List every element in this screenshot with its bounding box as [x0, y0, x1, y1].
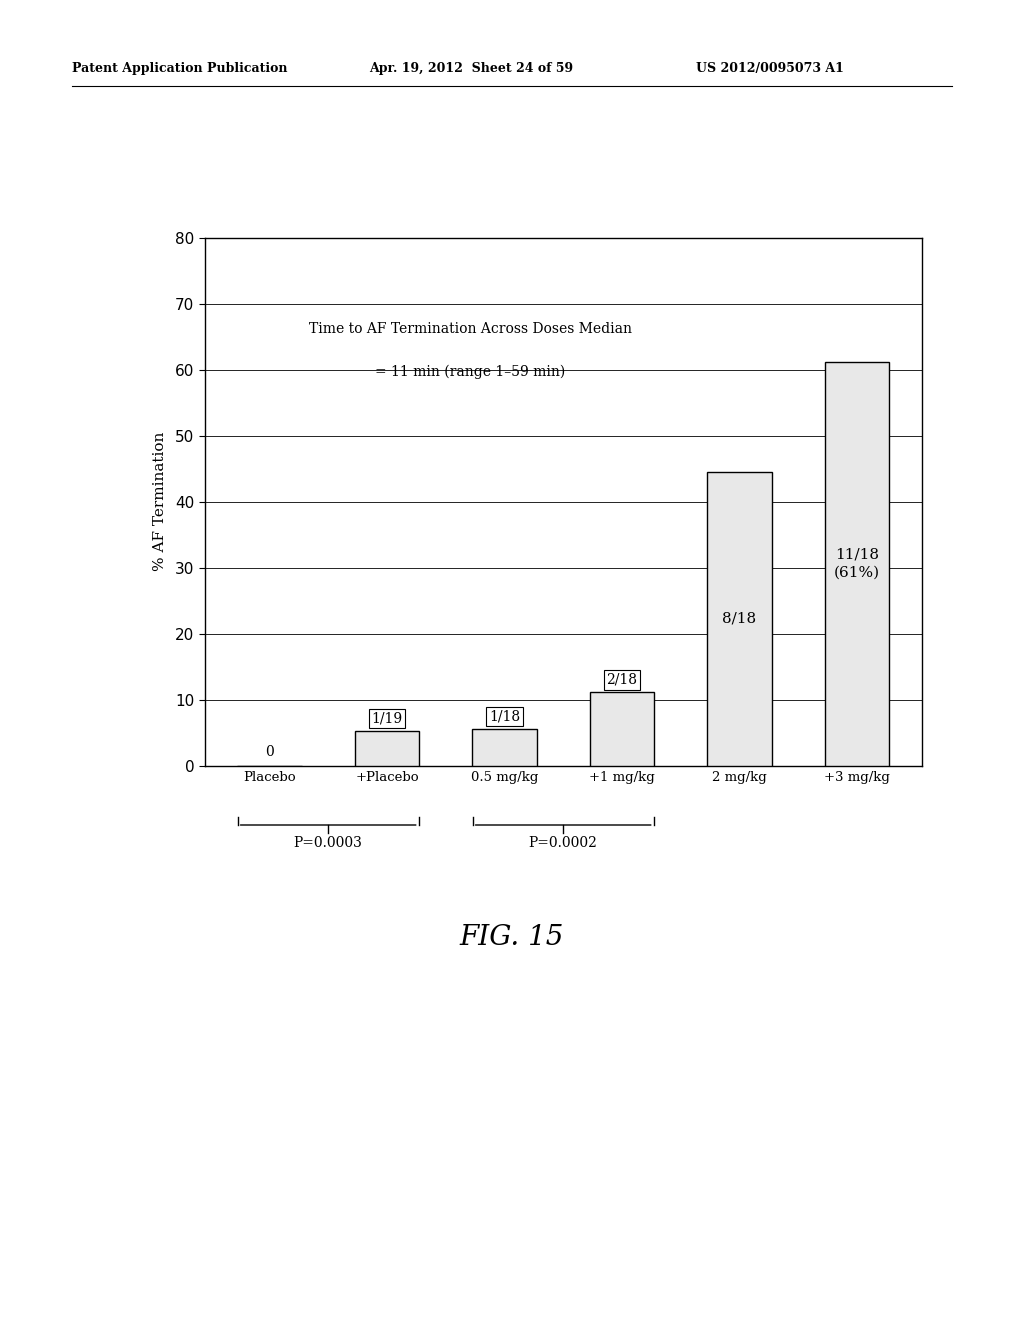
Bar [472, 729, 537, 766]
Text: FIG. 15: FIG. 15 [460, 924, 564, 950]
Text: 1/18: 1/18 [488, 710, 520, 723]
Text: 11/18
(61%): 11/18 (61%) [834, 548, 880, 579]
Text: 0: 0 [265, 744, 273, 759]
Text: P=0.0003: P=0.0003 [294, 836, 362, 850]
Y-axis label: % AF Termination: % AF Termination [153, 432, 167, 572]
Bar [708, 473, 772, 766]
Text: US 2012/0095073 A1: US 2012/0095073 A1 [696, 62, 844, 75]
Text: = 11 min (range 1–59 min): = 11 min (range 1–59 min) [375, 364, 565, 379]
Text: P=0.0002: P=0.0002 [528, 836, 598, 850]
Bar [354, 731, 419, 766]
Text: 1/19: 1/19 [372, 711, 402, 726]
Text: Time to AF Termination Across Doses Median: Time to AF Termination Across Doses Medi… [308, 322, 632, 337]
Text: Patent Application Publication: Patent Application Publication [72, 62, 287, 75]
Bar [824, 362, 889, 766]
Text: 2/18: 2/18 [606, 673, 638, 686]
Bar [590, 692, 654, 766]
Text: Apr. 19, 2012  Sheet 24 of 59: Apr. 19, 2012 Sheet 24 of 59 [369, 62, 572, 75]
Text: 8/18: 8/18 [722, 612, 757, 626]
